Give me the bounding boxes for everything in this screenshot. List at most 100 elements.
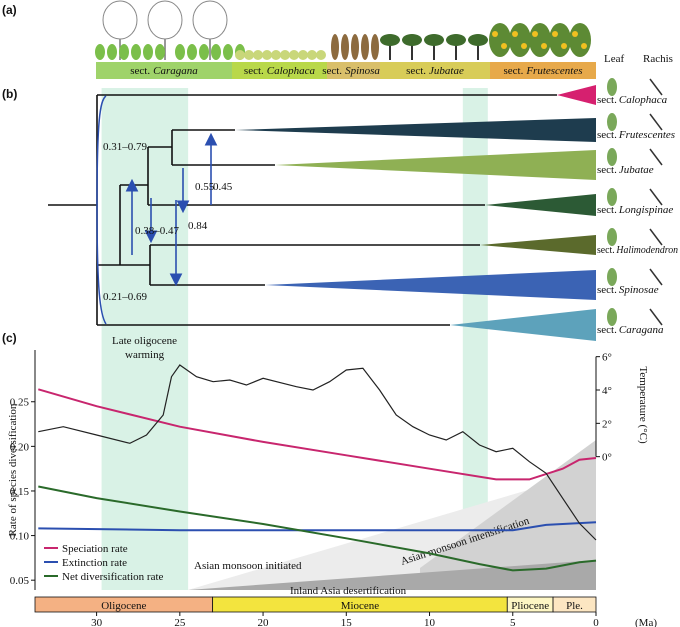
rate-label: 0.84 xyxy=(188,220,208,232)
epoch-label: Miocene xyxy=(341,600,380,612)
annotation: Late oligocene xyxy=(112,335,177,347)
clade-triangle xyxy=(480,235,596,255)
y2-tick-label: 2° xyxy=(602,418,612,430)
rachis-icon xyxy=(649,148,663,166)
flower xyxy=(512,31,518,37)
x-tick-label: 5 xyxy=(510,617,516,627)
section-prefix: sect. xyxy=(322,65,342,77)
section-name: Frutescentes xyxy=(525,65,582,77)
shrub xyxy=(131,44,141,60)
y2-tick-label: 0° xyxy=(602,452,612,464)
tip-name: Calophaca xyxy=(619,94,668,106)
section-bar xyxy=(327,62,380,79)
tip-label: sect. Spinosae xyxy=(597,284,659,296)
legend-label: Net diversification rate xyxy=(62,571,164,583)
shrub xyxy=(211,44,221,60)
shrub xyxy=(307,50,317,60)
shrub xyxy=(468,34,488,46)
y-tick-label: 0.25 xyxy=(10,397,30,409)
flower xyxy=(532,31,538,37)
tip-prefix: sect. xyxy=(597,164,617,176)
panel-label: (a) xyxy=(2,3,17,17)
x-tick-label: 30 xyxy=(91,617,103,627)
tip-name: Longispinae xyxy=(618,204,674,216)
monsoon-shade xyxy=(420,440,596,590)
shrub xyxy=(244,50,254,60)
clade-triangle xyxy=(485,194,596,216)
temperature-line xyxy=(38,364,597,541)
shrub xyxy=(489,23,511,57)
annotation: warming xyxy=(125,349,165,361)
flower xyxy=(521,43,527,49)
section-bar xyxy=(380,62,490,79)
rachis-icon xyxy=(649,228,663,246)
tip-name: Jubatae xyxy=(619,164,654,176)
rachis-icon xyxy=(649,113,663,131)
tip-name: Frutescentes xyxy=(618,129,675,141)
tip-name: Caragana xyxy=(619,324,664,336)
shrub xyxy=(280,50,290,60)
epoch-bar xyxy=(552,596,597,613)
x-tick-label: 25 xyxy=(174,617,186,627)
rachis-icon xyxy=(649,268,663,286)
plant-crown xyxy=(192,0,228,40)
leaf-icon xyxy=(607,268,617,286)
shrub xyxy=(95,44,105,60)
leaf-icon xyxy=(607,113,617,131)
y-tick-label: 0.20 xyxy=(10,441,30,453)
shrub xyxy=(446,34,466,46)
tip-label: sect. Calophaca xyxy=(597,94,668,106)
rate-line xyxy=(38,521,597,532)
leaf-icon xyxy=(607,308,617,326)
rachis-icon xyxy=(649,308,663,326)
flower xyxy=(581,43,587,49)
tip-label: sect.Halimodendron xyxy=(597,244,678,256)
rachis-icon xyxy=(649,78,663,96)
x-tick-label: 15 xyxy=(341,617,353,627)
shrub xyxy=(262,50,272,60)
section-label: sect. Spinosae xyxy=(322,65,385,77)
y2-tick-label: 6° xyxy=(602,352,612,364)
panel-label: (b) xyxy=(2,87,17,101)
panel-label: (c) xyxy=(2,331,17,345)
shrub xyxy=(175,44,185,60)
y-tick-label: 0.05 xyxy=(10,575,30,587)
tip-name: Halimodendron xyxy=(616,244,679,256)
shrub xyxy=(143,44,153,60)
rate-curve xyxy=(96,95,107,325)
section-prefix: sect. xyxy=(503,65,523,77)
shrub xyxy=(371,34,379,60)
tip-prefix: sect. xyxy=(597,324,617,336)
epoch-label: Pliocene xyxy=(511,600,549,612)
tip-prefix: sect. xyxy=(597,94,617,106)
shrub xyxy=(424,34,444,46)
shrub xyxy=(316,50,326,60)
flower xyxy=(541,43,547,49)
rate-label: 0.45 xyxy=(213,181,233,193)
leaf-icon xyxy=(607,78,617,96)
section-bar xyxy=(232,62,327,79)
shrub xyxy=(402,34,422,46)
shrub xyxy=(341,34,349,60)
rate-line xyxy=(38,485,597,572)
rate-label: 0.31–0.79 xyxy=(103,141,148,153)
rate-line xyxy=(38,388,597,481)
legend-label: Extinction rate xyxy=(62,557,127,569)
shrub xyxy=(235,50,245,60)
rate-label: 0.21–0.69 xyxy=(103,291,148,303)
section-label: sect. Calophaca xyxy=(244,65,316,77)
shrub xyxy=(380,34,400,46)
shrub xyxy=(351,34,359,60)
shrub xyxy=(549,23,571,57)
tip-prefix: sect. xyxy=(597,129,617,141)
flower xyxy=(492,31,498,37)
section-label: sect. Caragana xyxy=(130,65,198,77)
shrub xyxy=(187,44,197,60)
x-unit-label: (Ma) xyxy=(635,617,657,627)
section-name: Spinosae xyxy=(345,65,385,77)
column-header: Rachis xyxy=(643,53,673,65)
shrub xyxy=(223,44,233,60)
shrub xyxy=(509,23,531,57)
shrub xyxy=(529,23,551,57)
section-name: Caragana xyxy=(153,65,198,77)
